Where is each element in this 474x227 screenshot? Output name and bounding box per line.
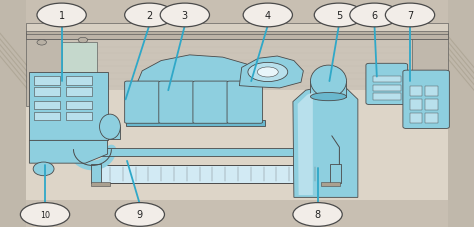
Circle shape	[115, 203, 164, 226]
Text: 8: 8	[315, 210, 320, 220]
Bar	[26, 24, 448, 33]
Bar	[310, 81, 346, 98]
Polygon shape	[293, 86, 358, 197]
Bar	[36, 83, 97, 127]
Polygon shape	[298, 93, 313, 195]
Bar	[66, 88, 92, 96]
FancyBboxPatch shape	[193, 82, 228, 124]
Circle shape	[385, 4, 435, 28]
Bar	[126, 120, 265, 126]
Ellipse shape	[90, 80, 100, 86]
Bar	[66, 77, 92, 86]
Bar	[412, 40, 448, 107]
Bar	[0, 0, 474, 33]
Circle shape	[20, 203, 70, 226]
Bar	[34, 77, 60, 86]
Ellipse shape	[33, 162, 54, 176]
Ellipse shape	[310, 93, 346, 101]
Text: 2: 2	[146, 11, 153, 21]
Bar	[66, 112, 92, 121]
Bar	[425, 100, 438, 110]
FancyBboxPatch shape	[366, 64, 408, 105]
Bar	[425, 114, 438, 124]
Bar	[26, 32, 448, 35]
Bar	[26, 33, 448, 40]
FancyBboxPatch shape	[125, 82, 160, 124]
Circle shape	[37, 4, 86, 28]
Text: 6: 6	[372, 11, 377, 21]
Text: 7: 7	[407, 11, 413, 21]
FancyBboxPatch shape	[403, 71, 449, 129]
Bar	[100, 127, 120, 140]
Text: 4: 4	[265, 11, 271, 21]
Circle shape	[350, 4, 399, 28]
Bar	[321, 183, 340, 187]
Ellipse shape	[310, 66, 346, 98]
Bar	[66, 101, 92, 110]
Bar	[425, 86, 438, 96]
Ellipse shape	[78, 38, 88, 44]
Bar	[448, 0, 474, 227]
FancyBboxPatch shape	[227, 82, 263, 124]
Polygon shape	[29, 141, 108, 163]
Circle shape	[314, 4, 364, 28]
Ellipse shape	[37, 40, 46, 46]
Polygon shape	[137, 56, 258, 87]
Bar	[26, 40, 62, 107]
Circle shape	[243, 4, 292, 28]
Circle shape	[160, 4, 210, 28]
Text: 5: 5	[336, 11, 342, 21]
Bar	[373, 77, 401, 83]
Ellipse shape	[100, 115, 120, 140]
Bar	[34, 101, 60, 110]
Bar	[91, 165, 101, 183]
FancyBboxPatch shape	[159, 82, 194, 124]
Bar	[92, 166, 334, 183]
Polygon shape	[239, 57, 303, 89]
Text: 10: 10	[40, 210, 50, 219]
Bar	[330, 165, 341, 183]
Ellipse shape	[37, 81, 46, 87]
Bar	[29, 73, 108, 141]
Bar	[373, 85, 401, 92]
Bar	[410, 86, 422, 96]
Text: 3: 3	[182, 11, 188, 21]
Text: 1: 1	[59, 11, 64, 21]
Bar	[92, 148, 296, 157]
Bar	[26, 32, 448, 91]
Circle shape	[125, 4, 174, 28]
Bar	[410, 114, 422, 124]
Bar	[373, 94, 401, 100]
Bar	[34, 112, 60, 121]
Bar	[0, 0, 26, 227]
Bar	[410, 100, 422, 110]
Ellipse shape	[248, 63, 288, 82]
Bar	[34, 88, 60, 96]
Bar	[91, 183, 110, 187]
Ellipse shape	[257, 68, 278, 78]
Text: 9: 9	[137, 210, 143, 220]
Bar	[0, 200, 474, 227]
Bar	[36, 43, 97, 84]
Circle shape	[293, 203, 342, 226]
